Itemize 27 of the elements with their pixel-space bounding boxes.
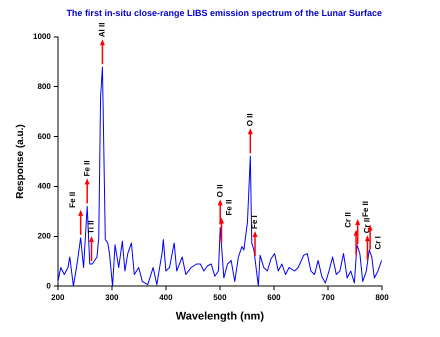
y-tick-label: 1000 (33, 32, 52, 42)
x-tick-label: 400 (159, 293, 174, 302)
y-axis-title: Response (a.u.) (14, 124, 26, 199)
x-axis-title: Wavelength (nm) (176, 310, 264, 322)
annotation: Ti II (86, 220, 96, 234)
x-tick-label: 800 (375, 293, 390, 302)
annotation: Cr I (373, 236, 382, 250)
annotation: Cr II (343, 212, 352, 228)
x-tick-label: 600 (267, 293, 282, 302)
annotation: Fe I (250, 215, 260, 230)
annotation: O II (246, 113, 255, 126)
y-tick-label: 600 (37, 132, 52, 141)
annotation: O II (215, 184, 224, 198)
annotation: Al II (98, 22, 107, 38)
y-tick-label: 0 (46, 281, 52, 290)
annotation: Fe II (360, 201, 370, 218)
x-tick-label: 300 (105, 293, 120, 302)
y-tick-label: 800 (37, 82, 52, 91)
x-tick-label: 200 (51, 293, 66, 302)
annotation: Fe II (224, 200, 234, 216)
y-tick-label: 200 (37, 232, 52, 241)
x-tick-label: 700 (321, 293, 336, 302)
x-tick-label: 500 (213, 293, 228, 302)
annotation: Fe II (82, 160, 92, 176)
chart-title: The first in-situ close-range LIBS emission spectrum of the Lunar Surface (66, 8, 382, 18)
y-tick-label: 400 (37, 182, 52, 191)
annotation: Fe II (68, 192, 77, 208)
